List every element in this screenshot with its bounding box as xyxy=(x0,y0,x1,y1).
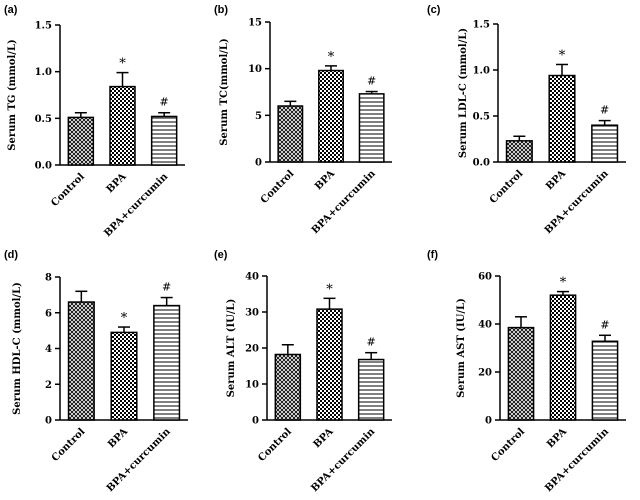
significance-hash: # xyxy=(367,75,376,88)
panel-0: (a) Serum TG (mmol/L) 0.0 0.5 1.0 1.5 Control *… xyxy=(4,4,185,239)
y-tick-label: 30 xyxy=(245,308,259,319)
bar-bpa xyxy=(110,331,138,421)
y-tick-label: 1.5 xyxy=(473,20,490,31)
x-category-label: Control xyxy=(256,426,294,464)
bar-bpa-curcumin xyxy=(153,304,181,421)
y-tick-label: 0 xyxy=(255,158,262,169)
y-axis-label: Serum ALT (IU/L) xyxy=(226,299,237,398)
y-tick-label: 2 xyxy=(45,380,52,391)
bar-control xyxy=(274,353,302,421)
significance-star: * xyxy=(119,57,126,72)
significance-hash: # xyxy=(162,281,171,294)
bar-bpa-curcumin xyxy=(591,124,619,163)
y-tick-label: 0 xyxy=(45,416,52,427)
bar-bpa xyxy=(548,74,576,163)
x-category-label: BPA xyxy=(313,168,337,192)
significance-star: * xyxy=(328,50,335,65)
panel-3: (d) Serum HDL-C (mmol/L) 0 2 4 6 8 Control * BPA #… xyxy=(4,249,188,494)
y-axis-label: Serum TG (mmol/L) xyxy=(7,39,18,150)
x-category-label: BPA xyxy=(544,168,568,192)
y-tick-label: 15 xyxy=(248,18,262,29)
panel-label: (a) xyxy=(4,4,18,16)
bar-control xyxy=(67,301,95,421)
x-category-label: BPA xyxy=(106,426,130,450)
panel-4: (e) Serum ALT (IU/L) 0 10 20 30 40 Control * BPA #… xyxy=(214,249,392,494)
y-axis-label: Serum TC(mmol/L) xyxy=(219,38,230,145)
y-tick-label: 8 xyxy=(45,273,52,284)
significance-star: * xyxy=(560,276,567,291)
significance-star: * xyxy=(326,282,333,297)
y-tick-label: 60 xyxy=(478,272,492,283)
y-axis-label: Serum HDL-C (mmol/L) xyxy=(12,282,23,415)
bar-bpa xyxy=(109,85,136,166)
bar-bpa-curcumin xyxy=(150,115,178,166)
y-tick-label: 40 xyxy=(478,320,492,331)
y-axis-label: Serum LDL-C (mmol/L) xyxy=(458,28,469,158)
panel-label: (b) xyxy=(214,4,228,16)
significance-star: * xyxy=(121,311,128,326)
x-category-label: Control xyxy=(489,426,527,464)
panel-label: (c) xyxy=(427,4,441,16)
y-tick-label: 5 xyxy=(255,111,262,122)
panel-5: (f)Serum AST (IU/L)0204060Control*BPA#BP… xyxy=(427,249,626,494)
bar-control xyxy=(505,140,533,163)
y-tick-label: 10 xyxy=(248,64,262,75)
y-tick-label: 20 xyxy=(478,368,492,379)
x-category-label: Control xyxy=(488,168,526,206)
bar-bpa-curcumin xyxy=(591,340,619,421)
y-tick-label: 10 xyxy=(245,380,259,391)
x-category-label: Control xyxy=(49,171,87,209)
y-tick-label: 0.0 xyxy=(473,158,490,169)
y-tick-label: 1.5 xyxy=(35,21,52,32)
x-category-label: Control xyxy=(50,426,88,464)
x-category-label: BPA xyxy=(105,171,129,195)
panel-label: (e) xyxy=(214,249,228,261)
y-tick-label: 4 xyxy=(45,344,52,355)
panel-1: (b)Serum TC(mmol/L)051015Control*BPA#BPA… xyxy=(214,4,392,236)
x-category-label: Control xyxy=(259,168,297,206)
x-category-label: BPA xyxy=(312,426,336,450)
y-tick-label: 1.0 xyxy=(35,67,52,78)
y-tick-label: 0.5 xyxy=(473,112,490,123)
significance-hash: # xyxy=(600,318,609,331)
panel-label: (d) xyxy=(4,249,18,261)
significance-hash: # xyxy=(600,104,609,117)
y-tick-label: 0 xyxy=(485,416,492,427)
bar-control xyxy=(507,326,535,421)
bar-bpa xyxy=(318,69,344,163)
y-tick-label: 0.0 xyxy=(35,161,52,172)
bar-control xyxy=(277,105,304,163)
bar-bpa xyxy=(549,294,577,421)
significance-hash: # xyxy=(160,96,169,109)
significance-hash: # xyxy=(367,336,376,349)
y-tick-label: 0.5 xyxy=(35,114,52,125)
x-category-label: BPA xyxy=(545,426,569,450)
bar-bpa-curcumin xyxy=(357,358,385,421)
bar-bpa xyxy=(316,308,343,421)
y-tick-label: 20 xyxy=(245,344,259,355)
panel-label: (f) xyxy=(427,249,438,261)
y-tick-label: 6 xyxy=(45,308,52,319)
panel-2: (c) Serum LDL-C (mmol/L) 0.0 0.5 1.0 1.5 Contr… xyxy=(427,4,626,236)
y-tick-label: 40 xyxy=(245,272,259,283)
bar-bpa-curcumin xyxy=(358,93,385,163)
y-tick-label: 0 xyxy=(252,416,259,427)
y-tick-label: 1.0 xyxy=(473,66,490,77)
bar-control xyxy=(67,116,95,166)
significance-star: * xyxy=(559,48,566,63)
y-axis-label: Serum AST (IU/L) xyxy=(456,298,467,398)
